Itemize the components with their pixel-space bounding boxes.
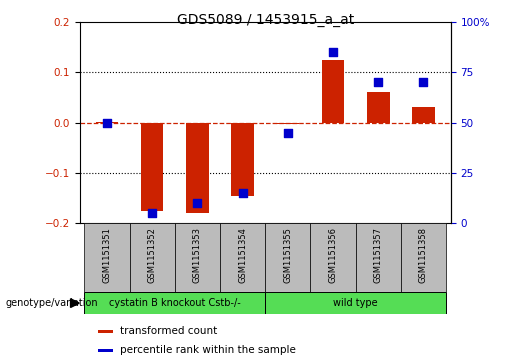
- Text: wild type: wild type: [333, 298, 378, 308]
- Bar: [98, 350, 113, 352]
- Bar: [265, 292, 446, 314]
- Text: GDS5089 / 1453915_a_at: GDS5089 / 1453915_a_at: [177, 13, 354, 27]
- Bar: [356, 223, 401, 292]
- Point: [374, 79, 383, 85]
- Bar: [141, 122, 163, 211]
- Text: GSM1151357: GSM1151357: [374, 227, 383, 283]
- Text: GSM1151352: GSM1151352: [148, 227, 157, 282]
- Bar: [367, 92, 389, 122]
- Bar: [84, 292, 265, 314]
- Point: [284, 130, 292, 135]
- Bar: [401, 223, 446, 292]
- Text: genotype/variation: genotype/variation: [5, 298, 98, 308]
- Bar: [322, 60, 345, 122]
- Bar: [175, 223, 220, 292]
- Text: GSM1151351: GSM1151351: [102, 227, 111, 282]
- Bar: [412, 107, 435, 122]
- Polygon shape: [71, 299, 79, 307]
- Text: GSM1151356: GSM1151356: [329, 227, 337, 283]
- Point: [103, 119, 111, 125]
- Bar: [84, 223, 130, 292]
- Text: GSM1151358: GSM1151358: [419, 227, 428, 283]
- Text: percentile rank within the sample: percentile rank within the sample: [120, 345, 296, 355]
- Text: GSM1151355: GSM1151355: [283, 227, 293, 282]
- Text: transformed count: transformed count: [120, 326, 217, 336]
- Point: [329, 49, 337, 55]
- Text: GSM1151354: GSM1151354: [238, 227, 247, 282]
- Bar: [311, 223, 356, 292]
- Bar: [98, 330, 113, 333]
- Point: [419, 79, 427, 85]
- Text: GSM1151353: GSM1151353: [193, 227, 202, 283]
- Point: [238, 190, 247, 196]
- Bar: [277, 122, 299, 123]
- Bar: [231, 122, 254, 196]
- Bar: [265, 223, 311, 292]
- Bar: [186, 122, 209, 213]
- Text: cystatin B knockout Cstb-/-: cystatin B knockout Cstb-/-: [109, 298, 241, 308]
- Bar: [220, 223, 265, 292]
- Point: [193, 200, 201, 206]
- Point: [148, 210, 156, 216]
- Bar: [130, 223, 175, 292]
